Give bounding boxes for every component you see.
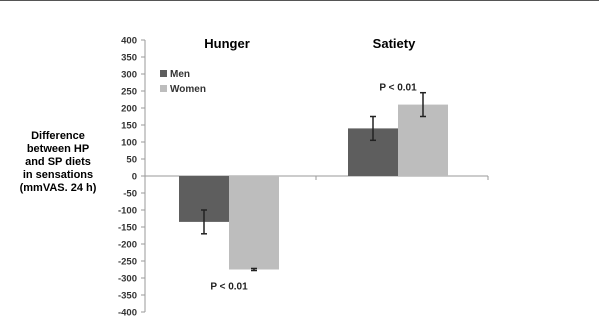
y-tick-label: -50: [123, 189, 137, 200]
y-tick-label: -350: [118, 291, 137, 302]
y-tick-label: -300: [118, 274, 137, 285]
y-tick-label: 250: [121, 87, 137, 98]
bar-women: [229, 176, 279, 270]
y-axis-label-line: (mmVAS. 24 h): [19, 182, 97, 194]
y-axis-label-line: and SP diets: [25, 156, 91, 168]
y-tick-label: 150: [121, 121, 137, 132]
y-tick-label: 400: [121, 36, 137, 47]
y-tick-label: 200: [121, 104, 137, 115]
significance-label: P < 0.01: [210, 282, 248, 293]
y-axis-label-line: between HP: [26, 143, 90, 155]
significance-label: P < 0.01: [379, 83, 417, 94]
y-tick-label: 300: [121, 70, 137, 81]
legend-label: Men: [170, 69, 190, 80]
legend-swatch-men: [160, 70, 167, 77]
y-tick-label: -150: [118, 223, 137, 234]
category-title: Satiety: [373, 36, 416, 51]
y-tick-label: 350: [121, 53, 137, 64]
category-title: Hunger: [204, 36, 250, 51]
legend-label: Women: [170, 84, 206, 95]
y-tick-label: -250: [118, 257, 137, 268]
y-axis-label-line: Difference: [31, 130, 85, 142]
y-tick-label: -200: [118, 240, 137, 251]
y-tick-label: 50: [126, 155, 137, 166]
top-border-line: [0, 0, 599, 1]
y-tick-label: -100: [118, 206, 137, 217]
y-tick-label: 100: [121, 138, 137, 149]
y-tick-label: -400: [118, 308, 137, 319]
y-tick-label: 0: [132, 172, 137, 183]
legend-swatch-women: [160, 85, 167, 92]
y-axis-label: Difference between HP and SP diets in se…: [2, 130, 114, 195]
y-axis-label-line: in sensations: [22, 169, 94, 181]
